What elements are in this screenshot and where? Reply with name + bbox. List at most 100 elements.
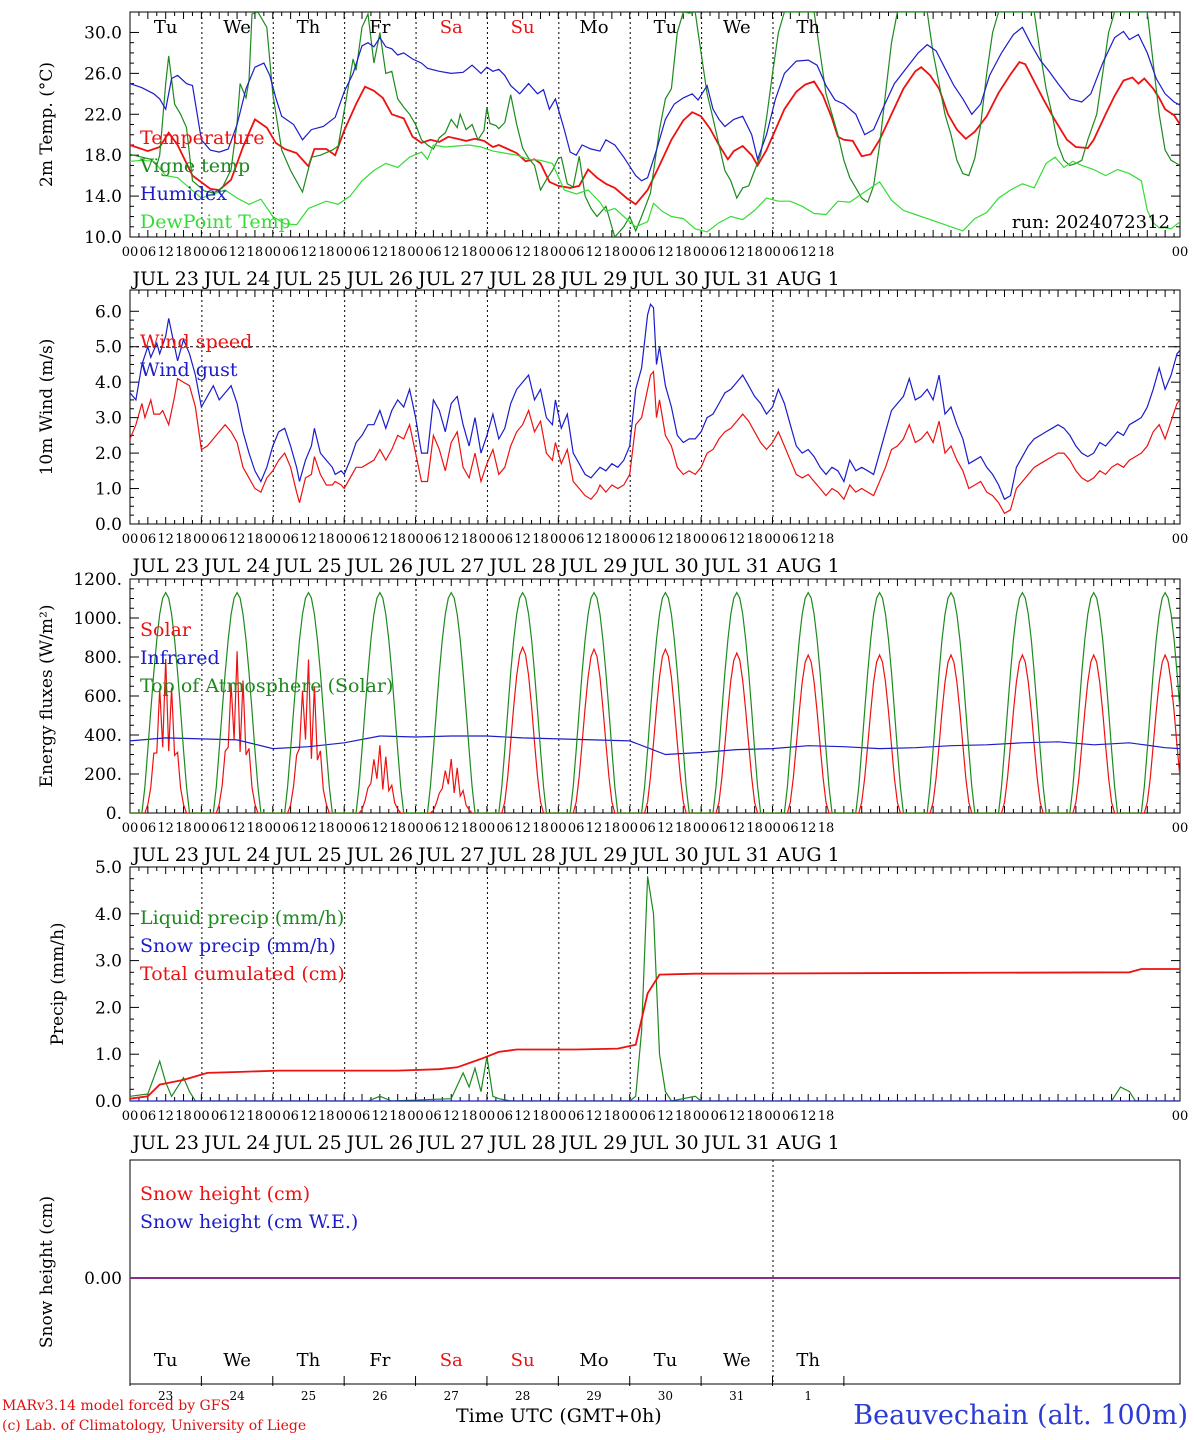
date-label: JUL 23 [130, 555, 198, 577]
date-label: JUL 27 [416, 844, 484, 866]
date-label: JUL 31 [702, 1132, 770, 1154]
hour-label: 00 [1172, 1109, 1189, 1124]
hour-label: 00 [336, 245, 353, 260]
hour-label: 18 [818, 821, 835, 836]
hour-label: 12 [729, 821, 746, 836]
hour-label: 18 [318, 1109, 335, 1124]
legend-wind-gust: Wind gust [140, 359, 238, 381]
y-tick-label: 3.0 [95, 409, 122, 429]
credit-line-model: MARv3.14 model forced by GFS [2, 1398, 231, 1414]
hour-label: 00 [764, 245, 781, 260]
date-label: JUL 28 [487, 844, 555, 866]
hour-label: 06 [711, 1109, 728, 1124]
hour-label: 12 [300, 1109, 317, 1124]
hour-label: 12 [229, 1109, 246, 1124]
day-name: We [723, 17, 751, 38]
y-tick-label: 14.0 [84, 187, 122, 207]
hour-label: 00 [764, 821, 781, 836]
day-name: Fr [369, 1350, 390, 1371]
legend-snow-height-cm-w-e-: Snow height (cm W.E.) [140, 1211, 358, 1233]
hour-label: 12 [657, 1109, 674, 1124]
hour-label: 18 [461, 245, 478, 260]
hour-label: 06 [282, 532, 299, 547]
y-tick-label: 0.00 [84, 1269, 122, 1289]
date-label: JUL 31 [702, 555, 770, 577]
hour-label: 00 [693, 1109, 710, 1124]
day-name: Sa [440, 17, 463, 38]
hour-label: 12 [514, 1109, 531, 1124]
hour-label: 00 [1172, 821, 1189, 836]
date-label: JUL 26 [345, 268, 413, 290]
y-axis-label: Energy fluxes (W/m²) [37, 605, 57, 788]
hour-label: 06 [639, 821, 656, 836]
legend-infrared: Infrared [140, 647, 220, 669]
hour-label: 12 [229, 821, 246, 836]
y-tick-label: 18.0 [84, 146, 122, 166]
hour-label: 18 [604, 821, 621, 836]
hour-label: 00 [193, 532, 210, 547]
hour-label: 00 [621, 245, 638, 260]
hour-label: 00 [122, 821, 139, 836]
date-label: JUL 25 [273, 844, 341, 866]
series-line-vigne-temp [130, 12, 1180, 237]
series-line-dewpoint-temp [130, 144, 1180, 233]
hour-label: 18 [389, 821, 406, 836]
hour-label: 18 [818, 532, 835, 547]
date-label: JUL 30 [630, 1132, 698, 1154]
hour-label: 18 [604, 1109, 621, 1124]
hour-label: 06 [497, 532, 514, 547]
hour-label: 18 [175, 245, 192, 260]
y-tick-label: 3.0 [95, 952, 122, 972]
hour-label: 12 [300, 532, 317, 547]
hour-label: 18 [247, 245, 264, 260]
hour-label: 12 [657, 532, 674, 547]
hour-label: 06 [211, 1109, 228, 1124]
time-axis-label: Time UTC (GMT+0h) [456, 1405, 662, 1427]
y-tick-label: 1.0 [95, 480, 122, 500]
hour-label: 18 [318, 532, 335, 547]
y-tick-label: 5.0 [95, 858, 122, 878]
date-label: JUL 28 [487, 555, 555, 577]
y-tick-label: 200. [84, 765, 122, 785]
series-line-wind-speed [130, 369, 1180, 515]
hour-label: 06 [497, 245, 514, 260]
hour-label: 12 [729, 1109, 746, 1124]
series-line-total-cumulated-cm- [130, 968, 1180, 1100]
date-label: JUL 31 [702, 844, 770, 866]
y-tick-label: 4.0 [95, 905, 122, 925]
hour-label: 00 [407, 1109, 424, 1124]
hour-label: 18 [818, 245, 835, 260]
hour-label: 18 [818, 1109, 835, 1124]
hour-label: 12 [157, 821, 174, 836]
hour-label: 12 [800, 821, 817, 836]
y-tick-label: 2.0 [95, 998, 122, 1018]
y-tick-label: 6.0 [95, 302, 122, 322]
hour-label: 06 [211, 245, 228, 260]
hour-label: 18 [247, 821, 264, 836]
day-name: Su [511, 1350, 535, 1371]
date-label: JUL 27 [416, 268, 484, 290]
hour-label: 00 [122, 532, 139, 547]
hour-label: 12 [229, 245, 246, 260]
y-tick-label: 0.0 [95, 515, 122, 535]
hour-label: 00 [693, 245, 710, 260]
hour-label: 12 [372, 1109, 389, 1124]
station-name: Beauvechain (alt. 100m) [853, 1400, 1188, 1431]
hour-label: 12 [443, 821, 460, 836]
day-name: Mo [579, 17, 608, 38]
hour-label: 18 [532, 821, 549, 836]
hour-label: 18 [675, 1109, 692, 1124]
hour-label: 12 [586, 1109, 603, 1124]
y-tick-label: 1000. [73, 609, 122, 629]
hour-label: 06 [711, 245, 728, 260]
y-tick-label: 1.0 [95, 1045, 122, 1065]
hour-label: 12 [229, 532, 246, 547]
y-tick-label: 30.0 [84, 23, 122, 43]
y-tick-label: 5.0 [95, 338, 122, 358]
hour-label: 00 [550, 821, 567, 836]
hour-label: 12 [657, 821, 674, 836]
hour-label: 06 [711, 821, 728, 836]
hour-label: 06 [425, 532, 442, 547]
y-tick-label: 10.0 [84, 228, 122, 248]
